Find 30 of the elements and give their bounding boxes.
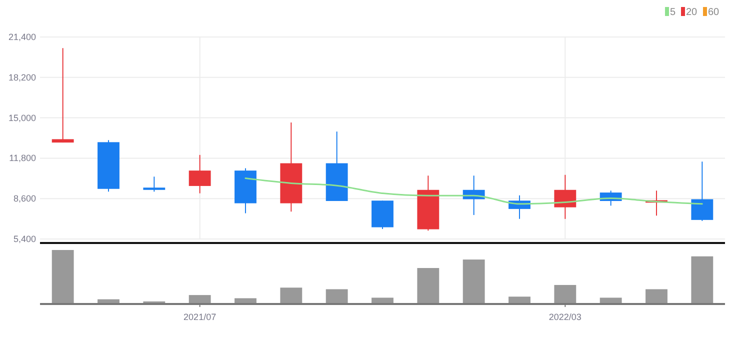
candlestick [691,161,714,222]
y-tick-label: 8,600 [13,194,36,204]
x-tick-label: 2021/07 [184,312,216,322]
bar [691,256,714,303]
candlestick [52,48,74,144]
candlestick [188,154,211,194]
legend-label: 5 [670,7,676,18]
bar [462,260,485,303]
y-tick-label: 11,800 [9,153,36,164]
bar [417,268,440,303]
candlestick [554,174,576,220]
legend-label: 20 [686,7,698,18]
bar [326,289,348,303]
bar [280,288,302,303]
bar [508,296,530,303]
bar [646,289,668,303]
y-tick-label: 5,400 [13,234,36,244]
x-tick-label: 2022/03 [548,312,582,322]
bar [554,284,576,303]
bar [98,299,120,303]
bar [52,250,74,303]
bar [234,298,256,303]
bar [600,298,622,303]
bar [372,298,394,303]
bar [188,295,211,303]
candlestick [143,176,166,192]
y-tick-label: 18,200 [8,72,36,82]
y-tick-label: 15,000 [8,112,36,123]
y-tick-label: 21,400 [8,32,36,42]
legend-label: 60 [708,7,720,18]
